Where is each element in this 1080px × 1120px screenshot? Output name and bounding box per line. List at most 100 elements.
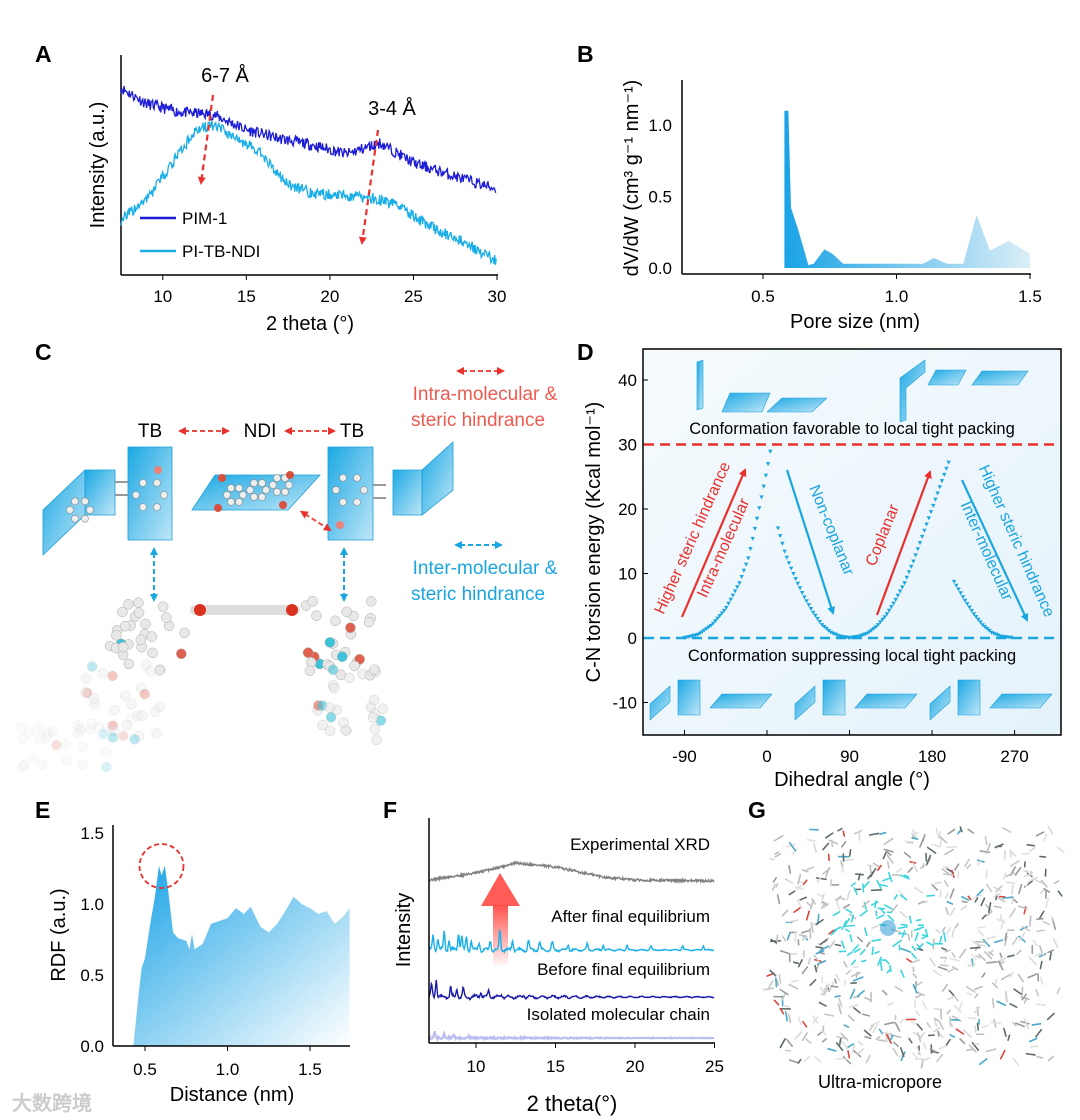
bond: [874, 900, 877, 909]
bond: [822, 842, 830, 851]
bond: [799, 896, 808, 901]
bond: [1057, 890, 1063, 897]
bond: [834, 943, 842, 947]
energy-marker: [724, 605, 729, 610]
inter-legend-label: steric hindrance: [411, 584, 545, 605]
bond: [880, 908, 886, 915]
bond: [839, 897, 846, 901]
bond: [1039, 889, 1045, 894]
bond: [983, 951, 993, 960]
bond: [805, 1038, 812, 1044]
bond: [967, 895, 972, 901]
bond: [967, 828, 975, 834]
bond: [889, 964, 892, 973]
panel-label-b: B: [577, 41, 594, 67]
trend-arrow: [961, 479, 1029, 622]
peak-highlight-circle: [138, 843, 185, 889]
plot-frame: [642, 348, 1062, 736]
bond: [882, 1031, 892, 1035]
bond: [912, 981, 923, 988]
atom: [107, 670, 118, 682]
atom: [111, 630, 122, 641]
energy-marker: [893, 597, 898, 602]
bond: [856, 1048, 865, 1055]
atom: [117, 641, 129, 653]
energy-marker: [695, 632, 700, 637]
atom: [107, 720, 118, 731]
bond: [815, 950, 825, 955]
bond: [1016, 949, 1022, 955]
bond: [897, 926, 908, 930]
energy-marker: [757, 506, 762, 511]
bond: [972, 940, 982, 948]
bond: [801, 966, 809, 975]
bond: [865, 1054, 871, 1064]
energy-marker: [1009, 635, 1014, 640]
panel-label-g: G: [748, 797, 766, 823]
energy-marker: [871, 626, 876, 631]
energy-marker: [795, 581, 800, 586]
bond: [876, 914, 885, 920]
atom: [153, 503, 161, 511]
bond: [876, 864, 882, 872]
bond: [794, 885, 804, 891]
energy-marker: [732, 589, 738, 594]
bond: [951, 928, 955, 938]
bond: [850, 914, 855, 923]
atom: [41, 732, 52, 744]
atom: [139, 688, 150, 700]
energy-marker: [819, 623, 825, 628]
x-axis-title: Dihedral angle (°): [774, 769, 930, 791]
bond: [1026, 843, 1036, 847]
atom: [34, 733, 46, 744]
energy-marker: [875, 623, 881, 628]
conformation-plate: [989, 693, 1053, 709]
bond: [931, 884, 939, 891]
energy-marker: [937, 485, 942, 490]
atom: [81, 514, 89, 523]
conformation-plate: [721, 392, 771, 413]
energy-marker: [726, 601, 731, 606]
energy-marker: [942, 472, 947, 477]
bond: [862, 880, 870, 889]
bond: [921, 934, 928, 937]
energy-marker: [768, 449, 773, 454]
bond: [1020, 996, 1030, 1001]
atom: [269, 481, 277, 489]
bond: [996, 918, 1007, 924]
atom: [341, 606, 352, 617]
bond: [951, 952, 956, 958]
y-axis-title: Intensity (a.u.): [87, 102, 109, 229]
x-tick-label: 270: [1000, 747, 1028, 766]
x-axis-title: 2 theta(°): [527, 1091, 618, 1116]
bond: [1018, 935, 1026, 943]
bond: [964, 858, 971, 868]
atom: [157, 601, 169, 612]
bond: [1032, 939, 1038, 947]
bond: [843, 1024, 850, 1029]
bond: [845, 969, 852, 975]
bond: [849, 988, 856, 1000]
atom: [151, 728, 162, 739]
y-axis-title: RDF (a.u.): [48, 888, 70, 981]
energy-marker: [917, 541, 923, 546]
bond: [815, 964, 820, 971]
energy-marker: [699, 630, 705, 635]
series-label: Before final equilibrium: [537, 960, 710, 979]
atom: [363, 616, 375, 628]
bond: [876, 879, 882, 890]
bond: [872, 862, 880, 868]
bond: [1034, 953, 1042, 957]
intra-legend-label: steric hindrance: [411, 410, 545, 431]
bond: [911, 945, 917, 951]
bond: [853, 1007, 861, 1014]
tb-side-panel-right: [392, 469, 423, 516]
atom: [133, 597, 144, 608]
bond: [1051, 917, 1056, 925]
bond: [861, 900, 870, 908]
atom: [337, 651, 348, 662]
watermark: 大数跨境: [12, 1091, 92, 1115]
bond: [919, 900, 928, 905]
energy-marker: [962, 598, 968, 603]
